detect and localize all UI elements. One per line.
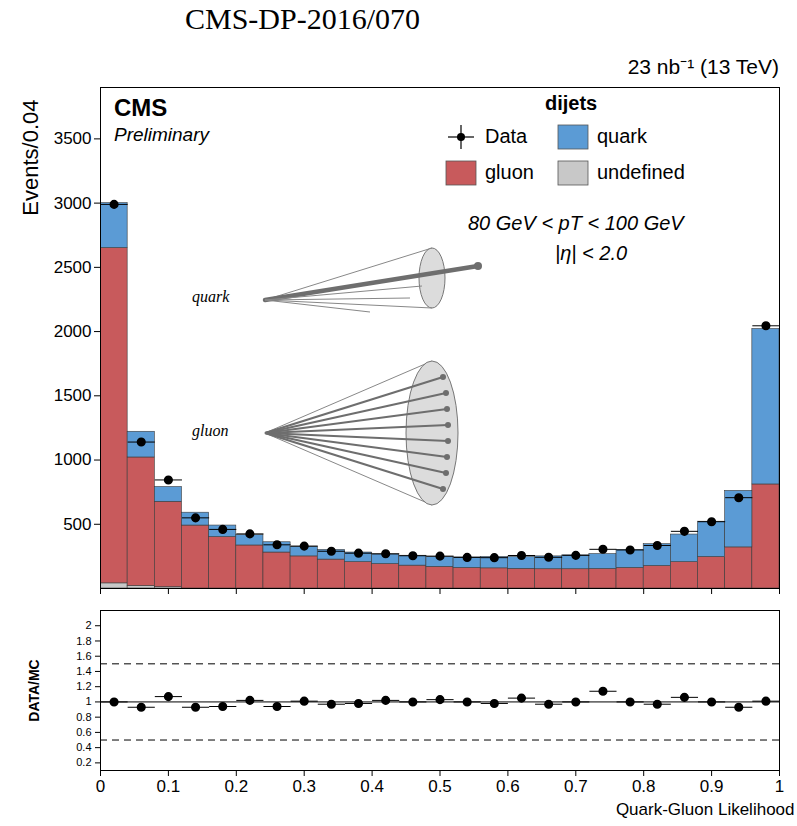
- html-text:gluon: gluon: [192, 422, 229, 439]
- svg-text:0.8: 0.8: [632, 777, 656, 796]
- svg-text:0.2: 0.2: [76, 756, 91, 768]
- svg-text:0.2: 0.2: [224, 777, 248, 796]
- html-text:quark: quark: [192, 288, 230, 305]
- svg-text:1.6: 1.6: [76, 650, 91, 662]
- svg-text:2: 2: [85, 619, 91, 631]
- svg-text:1: 1: [775, 777, 784, 796]
- html-text:Data: Data: [485, 125, 528, 147]
- html-text:dijets: dijets: [545, 92, 598, 114]
- svg-text:0.7: 0.7: [564, 777, 588, 796]
- svg-text:0.6: 0.6: [496, 777, 520, 796]
- svg-text:1: 1: [85, 695, 91, 707]
- html-text:quark: quark: [597, 125, 647, 147]
- svg-text:Events/0.04: Events/0.04: [18, 100, 43, 216]
- svg-text:0.9: 0.9: [700, 777, 724, 796]
- svg-text:0.1: 0.1: [157, 777, 181, 796]
- svg-text:1500: 1500: [54, 386, 92, 405]
- svg-text:Quark-Gluon Likelihood: Quark-Gluon Likelihood: [616, 800, 795, 819]
- html-text:80 GeV < pT < 100 GeV: 80 GeV < pT < 100 GeV: [468, 212, 684, 234]
- svg-text:0.4: 0.4: [76, 741, 91, 753]
- svg-text:0.6: 0.6: [76, 726, 91, 738]
- html-text:Preliminary: Preliminary: [114, 124, 209, 145]
- html-text:|η| < 2.0: |η| < 2.0: [555, 242, 628, 264]
- svg-text:1.4: 1.4: [76, 665, 91, 677]
- svg-text:3000: 3000: [54, 194, 92, 213]
- html-text:CMS-DP-2016/070: CMS-DP-2016/070: [185, 2, 420, 35]
- svg-text:3500: 3500: [54, 129, 92, 148]
- svg-text:1.8: 1.8: [76, 634, 91, 646]
- svg-text:0.5: 0.5: [428, 777, 452, 796]
- svg-text:DATA/MC: DATA/MC: [26, 659, 42, 721]
- html-text:gluon: gluon: [485, 161, 534, 183]
- svg-text:1.2: 1.2: [76, 680, 91, 692]
- svg-text:0.8: 0.8: [76, 711, 91, 723]
- svg-text:1000: 1000: [54, 450, 92, 469]
- svg-text:2500: 2500: [54, 258, 92, 277]
- svg-text:500: 500: [63, 515, 91, 534]
- html-text:undefined: undefined: [597, 161, 685, 183]
- svg-text:0.3: 0.3: [292, 777, 316, 796]
- svg-text:2000: 2000: [54, 322, 92, 341]
- svg-text:0: 0: [96, 777, 105, 796]
- html-text:CMS: CMS: [114, 94, 168, 121]
- svg-text:0.4: 0.4: [360, 777, 384, 796]
- html-text:23 nb⁻¹ (13 TeV): 23 nb⁻¹ (13 TeV): [627, 55, 779, 78]
